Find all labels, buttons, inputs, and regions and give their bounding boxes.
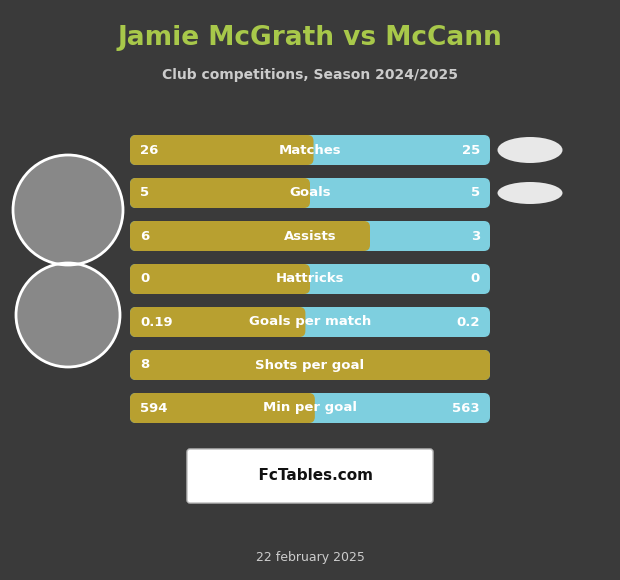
FancyBboxPatch shape — [187, 449, 433, 503]
Text: Goals: Goals — [289, 187, 331, 200]
Ellipse shape — [497, 182, 562, 204]
Text: 563: 563 — [453, 401, 480, 415]
FancyBboxPatch shape — [130, 135, 314, 165]
Circle shape — [13, 155, 123, 265]
FancyBboxPatch shape — [130, 221, 490, 251]
Text: FcTables.com: FcTables.com — [247, 469, 373, 484]
Text: 26: 26 — [140, 143, 158, 157]
FancyBboxPatch shape — [130, 135, 490, 165]
FancyBboxPatch shape — [130, 307, 490, 337]
FancyBboxPatch shape — [130, 264, 310, 294]
Text: 25: 25 — [462, 143, 480, 157]
FancyBboxPatch shape — [130, 350, 490, 380]
Text: 594: 594 — [140, 401, 167, 415]
FancyBboxPatch shape — [130, 178, 490, 208]
Text: Hattricks: Hattricks — [276, 273, 344, 285]
Text: Assists: Assists — [284, 230, 336, 242]
Text: Min per goal: Min per goal — [263, 401, 357, 415]
FancyBboxPatch shape — [130, 178, 310, 208]
FancyBboxPatch shape — [130, 221, 370, 251]
FancyBboxPatch shape — [130, 264, 490, 294]
Text: 0: 0 — [471, 273, 480, 285]
FancyBboxPatch shape — [130, 393, 315, 423]
Text: Shots per goal: Shots per goal — [255, 358, 365, 372]
Text: Jamie McGrath vs McCann: Jamie McGrath vs McCann — [118, 25, 502, 51]
FancyBboxPatch shape — [130, 393, 490, 423]
Text: 0.2: 0.2 — [456, 316, 480, 328]
Text: 0.19: 0.19 — [140, 316, 172, 328]
Text: 8: 8 — [140, 358, 149, 372]
Text: 6: 6 — [140, 230, 149, 242]
FancyBboxPatch shape — [130, 307, 306, 337]
Circle shape — [16, 263, 120, 367]
Ellipse shape — [497, 137, 562, 163]
Text: Matches: Matches — [278, 143, 342, 157]
Text: 3: 3 — [471, 230, 480, 242]
Text: Goals per match: Goals per match — [249, 316, 371, 328]
Text: 5: 5 — [140, 187, 149, 200]
FancyBboxPatch shape — [130, 350, 490, 380]
Text: 0: 0 — [140, 273, 149, 285]
Text: 22 february 2025: 22 february 2025 — [255, 552, 365, 564]
Text: 5: 5 — [471, 187, 480, 200]
Text: Club competitions, Season 2024/2025: Club competitions, Season 2024/2025 — [162, 68, 458, 82]
